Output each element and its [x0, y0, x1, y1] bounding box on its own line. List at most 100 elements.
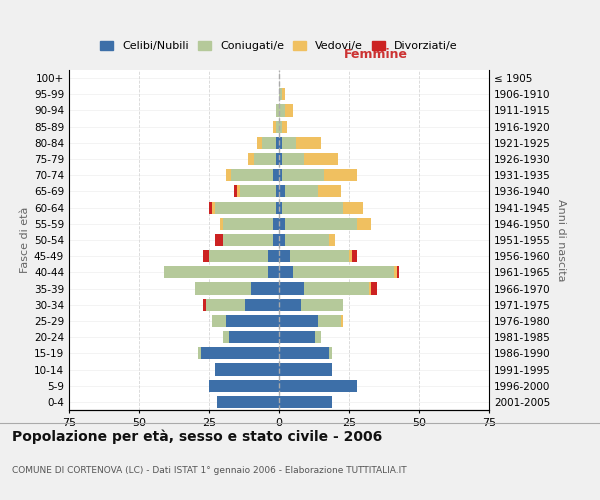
- Bar: [215, 364, 279, 376]
- Text: Femmine: Femmine: [344, 48, 407, 62]
- Bar: [274, 218, 279, 230]
- Bar: [276, 202, 279, 213]
- Text: COMUNE DI CORTENOVA (LC) - Dati ISTAT 1° gennaio 2006 - Elaborazione TUTTITALIA.: COMUNE DI CORTENOVA (LC) - Dati ISTAT 1°…: [12, 466, 407, 475]
- Bar: [279, 282, 304, 294]
- Bar: [251, 282, 279, 294]
- Bar: [329, 348, 332, 360]
- Bar: [254, 153, 276, 165]
- Bar: [371, 282, 377, 294]
- Bar: [279, 396, 332, 408]
- Bar: [212, 315, 226, 327]
- Bar: [282, 169, 324, 181]
- Y-axis label: Fasce di età: Fasce di età: [20, 207, 30, 273]
- Bar: [206, 298, 245, 311]
- Bar: [279, 234, 284, 246]
- Bar: [279, 364, 332, 376]
- Bar: [279, 153, 282, 165]
- Bar: [226, 169, 232, 181]
- Bar: [284, 234, 329, 246]
- Bar: [232, 169, 274, 181]
- Bar: [282, 153, 304, 165]
- Bar: [279, 315, 318, 327]
- Bar: [368, 282, 371, 294]
- Bar: [198, 348, 200, 360]
- Bar: [341, 315, 343, 327]
- Bar: [262, 137, 276, 149]
- Bar: [279, 380, 358, 392]
- Bar: [279, 218, 284, 230]
- Bar: [209, 202, 212, 213]
- Bar: [248, 153, 254, 165]
- Bar: [234, 186, 237, 198]
- Bar: [349, 250, 352, 262]
- Bar: [279, 120, 282, 132]
- Bar: [209, 250, 268, 262]
- Bar: [212, 202, 215, 213]
- Bar: [217, 396, 279, 408]
- Bar: [274, 234, 279, 246]
- Bar: [352, 250, 358, 262]
- Bar: [296, 137, 321, 149]
- Bar: [215, 234, 223, 246]
- Bar: [282, 202, 343, 213]
- Bar: [237, 186, 240, 198]
- Bar: [223, 234, 274, 246]
- Y-axis label: Anni di nascita: Anni di nascita: [556, 198, 566, 281]
- Bar: [268, 250, 279, 262]
- Bar: [215, 202, 276, 213]
- Bar: [282, 120, 287, 132]
- Bar: [279, 266, 293, 278]
- Bar: [279, 104, 284, 117]
- Bar: [282, 88, 284, 101]
- Bar: [284, 186, 318, 198]
- Bar: [279, 169, 282, 181]
- Bar: [226, 315, 279, 327]
- Bar: [274, 169, 279, 181]
- Bar: [284, 104, 293, 117]
- Bar: [316, 331, 321, 343]
- Bar: [279, 186, 284, 198]
- Bar: [203, 250, 209, 262]
- Text: Popolazione per età, sesso e stato civile - 2006: Popolazione per età, sesso e stato civil…: [12, 430, 382, 444]
- Bar: [318, 315, 341, 327]
- Bar: [220, 218, 223, 230]
- Bar: [304, 282, 368, 294]
- Bar: [293, 266, 394, 278]
- Bar: [276, 137, 279, 149]
- Bar: [257, 137, 262, 149]
- Bar: [279, 137, 282, 149]
- Bar: [229, 331, 279, 343]
- Bar: [245, 298, 279, 311]
- Bar: [279, 88, 282, 101]
- Bar: [240, 186, 276, 198]
- Bar: [276, 186, 279, 198]
- Bar: [223, 218, 274, 230]
- Bar: [223, 331, 229, 343]
- Bar: [164, 266, 268, 278]
- Bar: [268, 266, 279, 278]
- Bar: [290, 250, 349, 262]
- Bar: [200, 348, 279, 360]
- Bar: [394, 266, 397, 278]
- Bar: [324, 169, 358, 181]
- Bar: [276, 153, 279, 165]
- Bar: [358, 218, 371, 230]
- Bar: [304, 153, 338, 165]
- Bar: [279, 202, 282, 213]
- Bar: [282, 137, 296, 149]
- Bar: [329, 234, 335, 246]
- Bar: [276, 120, 279, 132]
- Bar: [279, 298, 301, 311]
- Bar: [274, 120, 276, 132]
- Bar: [195, 282, 251, 294]
- Bar: [301, 298, 343, 311]
- Legend: Celibi/Nubili, Coniugati/e, Vedovi/e, Divorziati/e: Celibi/Nubili, Coniugati/e, Vedovi/e, Di…: [96, 36, 462, 56]
- Bar: [279, 331, 316, 343]
- Bar: [318, 186, 341, 198]
- Bar: [397, 266, 400, 278]
- Bar: [284, 218, 358, 230]
- Bar: [343, 202, 363, 213]
- Bar: [209, 380, 279, 392]
- Bar: [279, 348, 329, 360]
- Bar: [203, 298, 206, 311]
